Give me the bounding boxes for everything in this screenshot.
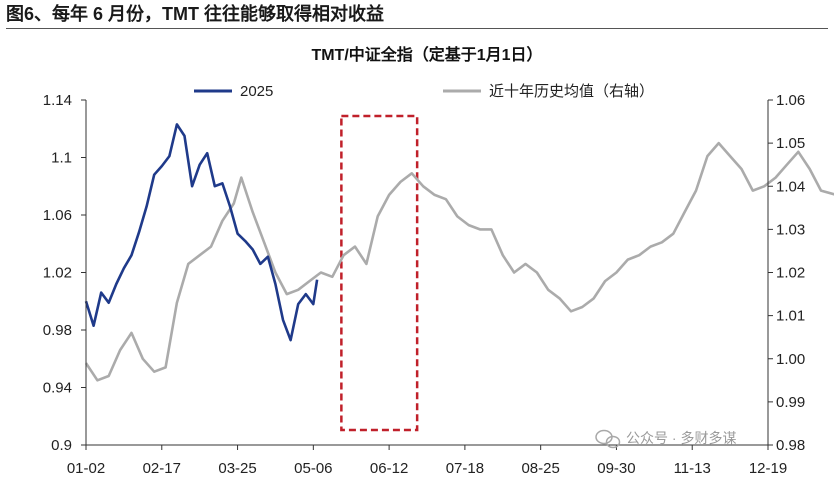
y-left-tick-label: 0.94 [43,380,72,397]
y-left-tick-label: 1.02 [43,265,72,282]
wechat-icon [595,429,621,449]
watermark: 公众号 · 多财多谋 [595,429,736,449]
y-left-tick-label: 1.06 [43,207,72,224]
y-right-tick-label: 1.03 [776,221,805,238]
y-right-tick-label: 1.04 [776,178,805,195]
series-line-2025 [84,123,319,342]
y-right-tick-label: 0.99 [776,394,805,411]
y-left-tick-label: 0.98 [43,322,72,339]
x-tick-label: 03-25 [218,460,256,477]
legend-label-historical: 近十年历史均值（右轴） [489,83,654,100]
axes: 0.9 0.94 0.98 1.02 1.06 1.1 1.14 0.98 0.99 1.00 1.… [43,92,805,477]
x-tick-label: 06-12 [370,460,408,477]
highlight-box-group [340,114,419,432]
y-right-tick-label: 1.06 [776,92,805,109]
series-group [84,123,834,382]
x-tick-label: 07-18 [446,460,484,477]
y-left-tick-label: 1.1 [51,150,72,167]
x-tick-label: 11-13 [674,460,711,477]
series-line-historical-avg [84,141,834,382]
x-tick-label: 09-30 [597,460,635,477]
x-tick-label: 12-19 [749,460,787,477]
watermark-text: 公众号 · 多财多谋 [626,430,736,446]
y-right-tick-label: 1.05 [776,135,805,152]
y-right-tick-label: 1.01 [776,308,805,325]
y-left-tick-label: 0.9 [51,437,72,454]
x-tick-label: 02-17 [143,460,181,477]
highlight-box [340,114,419,432]
y-right-tick-label: 1.00 [776,351,805,368]
x-tick-label: 01-02 [67,460,105,477]
chart-title: TMT/中证全指（定基于1月1日） [311,45,542,64]
legend: 2025 近十年历史均值（右轴） [194,83,654,100]
x-tick-label: 08-25 [521,460,559,477]
x-tick-label: 05-06 [294,460,332,477]
y-left-tick-label: 1.14 [43,92,72,109]
figure-title: 图6、每年 6 月份，TMT 往往能够取得相对收益 [6,2,828,29]
y-right-tick-label: 0.98 [776,437,805,454]
legend-label-2025: 2025 [240,83,273,100]
y-right-tick-label: 1.02 [776,265,805,282]
